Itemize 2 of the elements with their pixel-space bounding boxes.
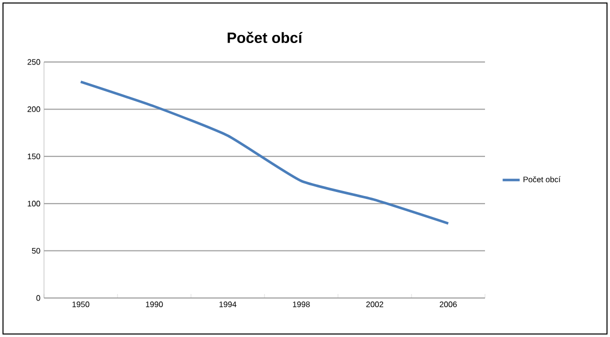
line-series <box>80 80 450 225</box>
chart-title: Počet obcí <box>228 32 303 44</box>
